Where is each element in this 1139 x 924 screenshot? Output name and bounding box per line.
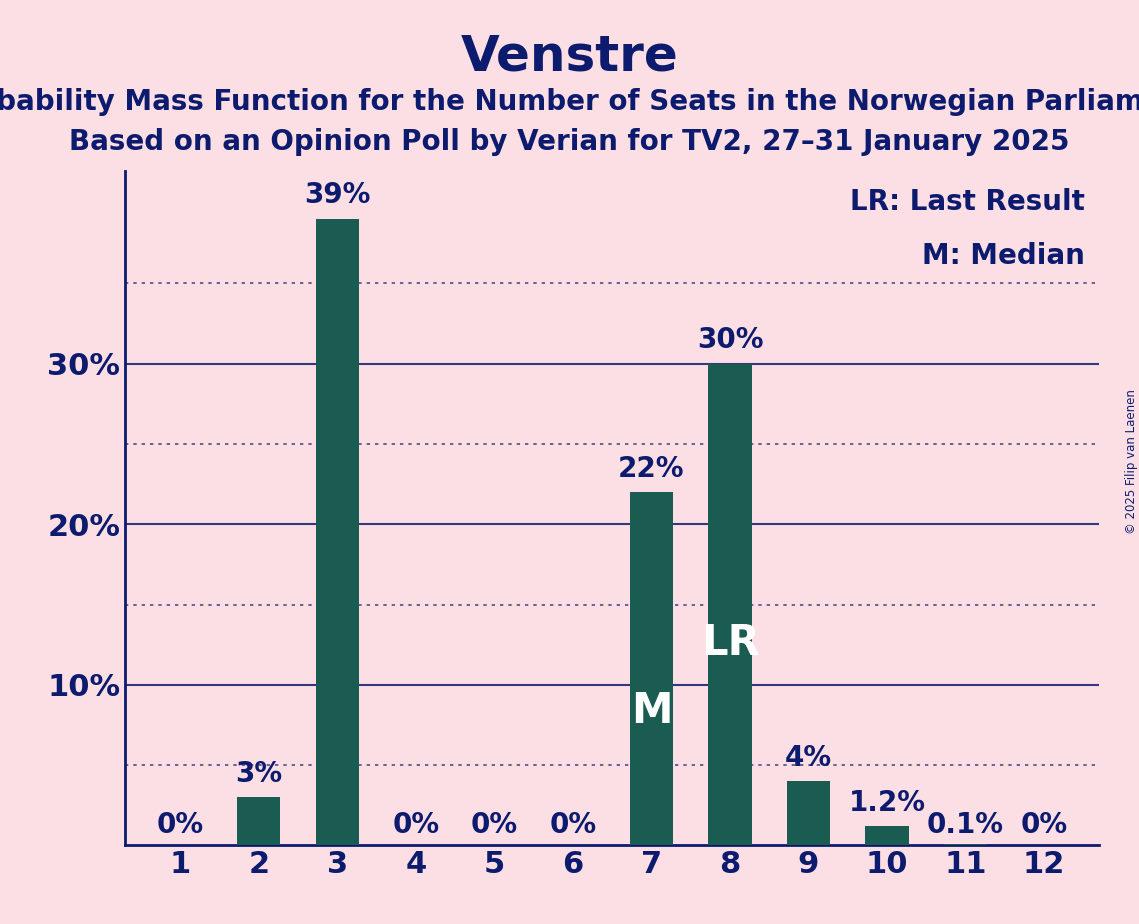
Text: Probability Mass Function for the Number of Seats in the Norwegian Parliament: Probability Mass Function for the Number… (0, 88, 1139, 116)
Text: 0%: 0% (1021, 811, 1067, 839)
Text: 0%: 0% (549, 811, 597, 839)
Text: 0%: 0% (470, 811, 518, 839)
Text: 30%: 30% (697, 326, 763, 354)
Bar (708, 364, 752, 845)
Text: 3%: 3% (236, 760, 282, 787)
Text: Venstre: Venstre (460, 32, 679, 80)
Text: © 2025 Filip van Laenen: © 2025 Filip van Laenen (1124, 390, 1138, 534)
Text: 0.1%: 0.1% (927, 811, 1005, 839)
Bar (237, 797, 280, 845)
Text: 4%: 4% (785, 744, 833, 772)
Text: M: Median: M: Median (921, 242, 1084, 270)
Text: LR: LR (700, 622, 760, 664)
Text: 22%: 22% (618, 455, 685, 482)
Bar (787, 781, 830, 845)
Bar (630, 492, 673, 845)
Text: LR: Last Result: LR: Last Result (850, 188, 1084, 216)
Text: Based on an Opinion Poll by Verian for TV2, 27–31 January 2025: Based on an Opinion Poll by Verian for T… (69, 128, 1070, 155)
Bar (866, 826, 909, 845)
Bar (944, 844, 988, 845)
Bar (316, 219, 359, 845)
Text: M: M (631, 690, 672, 732)
Text: 0%: 0% (157, 811, 204, 839)
Text: 39%: 39% (304, 181, 370, 210)
Text: 1.2%: 1.2% (849, 788, 926, 817)
Text: 0%: 0% (392, 811, 440, 839)
